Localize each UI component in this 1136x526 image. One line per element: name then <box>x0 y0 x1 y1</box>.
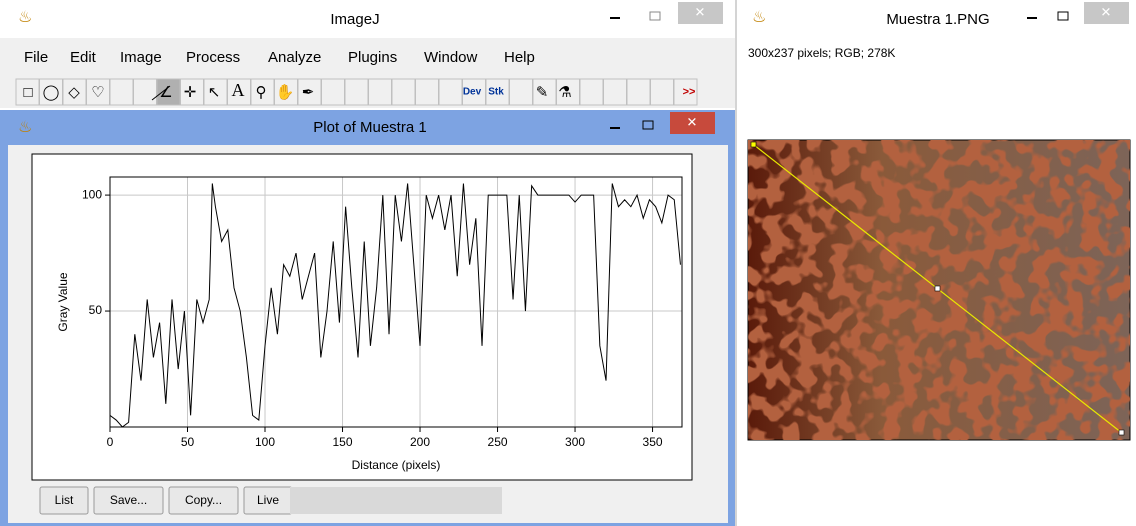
tool-icon: ♡ <box>91 84 104 101</box>
tool-button[interactable] <box>579 78 604 106</box>
x-tick-label: 250 <box>488 435 508 449</box>
x-tick-label: 50 <box>181 435 195 449</box>
tool-button[interactable] <box>438 78 463 106</box>
tool-button[interactable] <box>509 78 533 106</box>
menu-item[interactable]: Edit <box>70 49 97 66</box>
x-tick-label: 200 <box>410 435 430 449</box>
window-title: ImageJ <box>330 11 379 28</box>
x-tick-label: 0 <box>107 435 114 449</box>
tool-button[interactable] <box>368 78 392 106</box>
y-axis-label: Gray Value <box>56 272 70 331</box>
tool-label[interactable]: A <box>232 80 245 100</box>
x-tick-label: 300 <box>565 435 585 449</box>
tool-icon: ⚲ <box>256 84 267 101</box>
tool-icon: ✋ <box>276 83 295 101</box>
tool-icon: ✛ <box>184 84 197 101</box>
tool-icon: ↖ <box>208 84 221 101</box>
menu-item[interactable]: Analyze <box>268 49 321 66</box>
menu-item[interactable]: Plugins <box>348 49 397 66</box>
plot-canvas <box>31 153 693 481</box>
close[interactable] <box>670 112 715 134</box>
tool-button[interactable] <box>626 78 651 106</box>
button[interactable] <box>168 486 239 515</box>
menu-item[interactable]: Window <box>424 49 478 66</box>
tool-button[interactable] <box>603 78 627 106</box>
tool-icon: ✒ <box>302 84 315 101</box>
tool-icon: ⚗ <box>558 84 571 101</box>
button-row: List Save... Copy... Live <box>39 486 293 515</box>
tool-button[interactable] <box>344 78 369 106</box>
tool-icon: □ <box>23 84 32 101</box>
window-title: Plot of Muestra 1 <box>313 119 426 136</box>
button-label[interactable]: Save... <box>110 493 147 507</box>
tool-icon: ◯ <box>43 84 60 101</box>
maximize[interactable] <box>642 120 654 130</box>
tool-icon: ✎ <box>536 84 549 101</box>
line-handle[interactable] <box>1118 429 1125 436</box>
y-tick-label: 50 <box>89 303 103 317</box>
tool-button[interactable] <box>673 78 698 106</box>
close-glyph: ✕ <box>1101 4 1112 19</box>
menu-bar: File Edit Image Process Analyze Plugins Window… <box>24 49 535 66</box>
maximize[interactable] <box>1057 11 1069 21</box>
button-label[interactable]: Live <box>257 493 279 507</box>
close-glyph: ✕ <box>695 4 706 19</box>
button-label[interactable]: List <box>55 493 74 507</box>
tool-label[interactable]: Stk <box>488 87 504 98</box>
tool-icon <box>151 85 171 101</box>
x-axis-label: Distance (pixels) <box>352 458 441 472</box>
toolbar: □ ◯ ◇ ♡ ∠ ✛ ↖ ⚲ ✋ ✒ ✎ ⚗ A Dev Stk >> <box>15 78 698 106</box>
image-info: 300x237 pixels; RGB; 278K <box>748 46 895 60</box>
app-icon: ♨ <box>18 9 32 26</box>
tool-icon: ◇ <box>68 84 80 101</box>
status-field <box>290 487 502 514</box>
tool-button[interactable] <box>391 78 416 106</box>
button-label[interactable]: Copy... <box>185 493 222 507</box>
plot-frame <box>109 176 683 428</box>
profile-line <box>109 183 681 428</box>
window-title: Muestra 1.PNG <box>886 11 989 28</box>
close[interactable] <box>1084 2 1129 24</box>
x-tick-label: 100 <box>255 435 275 449</box>
line-handle[interactable] <box>934 285 941 292</box>
tool-button[interactable] <box>321 78 345 106</box>
button[interactable] <box>93 486 164 515</box>
tool-button[interactable] <box>650 78 674 106</box>
tool-label[interactable]: >> <box>683 86 696 98</box>
menu-item[interactable]: Process <box>186 49 240 66</box>
close-glyph: ✕ <box>687 114 698 129</box>
app-icon: ♨ <box>752 9 766 26</box>
y-tick-label: 100 <box>82 187 102 201</box>
plot: 50 100 0 50 100 150 200 250 300 350 Distance (pixe… <box>56 176 683 472</box>
tool-button[interactable] <box>109 78 134 106</box>
tool-icon: ∠ <box>159 84 172 101</box>
line-handle[interactable] <box>750 141 757 148</box>
x-tick-label: 350 <box>643 435 663 449</box>
app-icon: ♨ <box>18 119 32 136</box>
menu-item[interactable]: File <box>24 49 48 66</box>
maximize[interactable] <box>649 11 661 21</box>
menu-item[interactable]: Image <box>120 49 162 66</box>
close[interactable] <box>678 2 723 24</box>
tool-button[interactable] <box>415 78 439 106</box>
x-tick-label: 150 <box>333 435 353 449</box>
tool-button[interactable] <box>133 78 157 106</box>
button[interactable] <box>39 486 89 515</box>
menu-item[interactable]: Help <box>504 49 535 66</box>
tool-label[interactable]: Dev <box>463 87 482 98</box>
